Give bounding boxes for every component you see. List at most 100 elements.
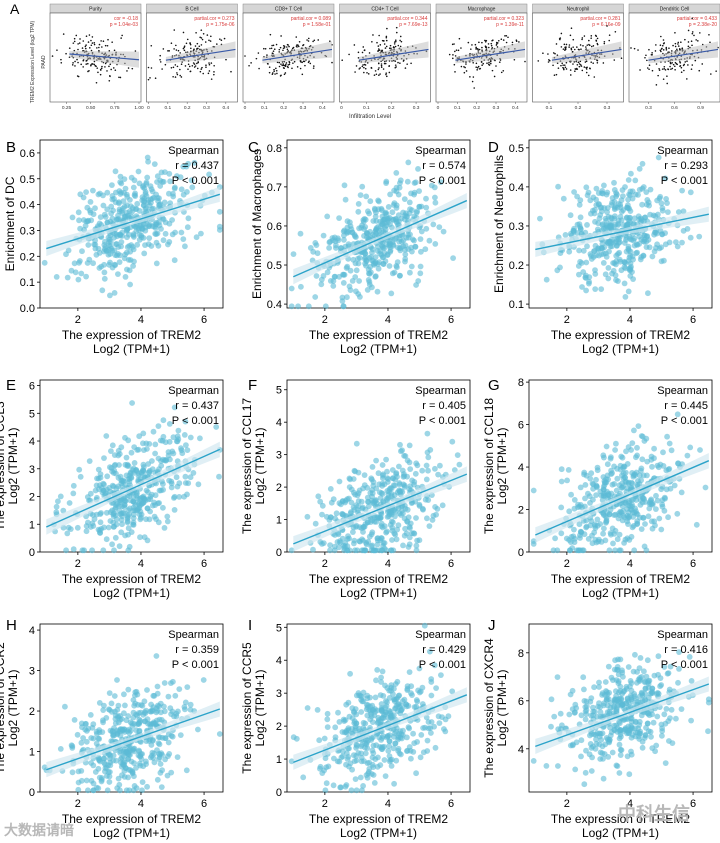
scatter-point [612, 213, 618, 220]
scatter-point [310, 546, 316, 553]
scatter-point [583, 184, 590, 191]
facet-point [295, 45, 298, 47]
scatter-point [407, 525, 413, 531]
scatter-point [332, 734, 339, 740]
regression-line [46, 193, 221, 250]
scatter-point [99, 729, 106, 735]
plot-frame [286, 623, 471, 793]
scatter-point [131, 460, 138, 466]
facet-point [580, 48, 582, 50]
scatter-point [155, 423, 162, 429]
xlabel-title: The expression of TREM2 [62, 812, 201, 826]
scatter-point [336, 215, 342, 222]
scatter-point [131, 177, 138, 184]
facet-point [374, 70, 377, 72]
facet-point [552, 52, 555, 54]
scatter-point [613, 487, 620, 494]
scatter-point [388, 756, 395, 763]
facet-point [577, 61, 580, 64]
scatter-point [71, 717, 78, 723]
scatter-point [141, 447, 147, 453]
facet-point [608, 39, 611, 42]
facet-point [592, 45, 595, 47]
scatter-point [600, 452, 607, 459]
facet-point [399, 35, 402, 38]
scatter-point [187, 474, 194, 481]
scatter-point [89, 724, 96, 731]
facet-point [102, 40, 105, 43]
scatter-point [641, 218, 647, 225]
facet-point [282, 67, 285, 69]
scatter-point [392, 482, 398, 489]
facet-point [448, 53, 451, 56]
scatter-point [316, 737, 323, 744]
scatter-point [119, 754, 125, 761]
facet-point [101, 46, 103, 48]
facet-point [313, 39, 316, 42]
facet-xtick-label: 0.3 [604, 105, 611, 111]
scatter-point [372, 213, 379, 220]
scatter-point [118, 477, 125, 484]
scatter-point [390, 216, 397, 223]
facet-point [170, 66, 173, 69]
scatter-point [161, 680, 168, 686]
scatter-point [379, 668, 386, 675]
stat-method: Spearman [657, 145, 708, 157]
ytick-label: 3 [276, 688, 282, 700]
scatter-point [144, 154, 151, 161]
stat-p: P < 0.001 [419, 175, 466, 187]
scatter-point [384, 479, 391, 485]
scatter-point [148, 243, 155, 249]
facet-point [667, 68, 669, 70]
facet-point [381, 39, 384, 42]
facet-point [394, 45, 397, 48]
facet-xtick-label: 0.9 [697, 105, 704, 111]
facet-point [329, 40, 331, 43]
scatter-point [146, 202, 153, 209]
scatter-point [400, 727, 406, 734]
facet-point [90, 39, 92, 42]
scatter-point [593, 483, 600, 490]
scatter-point [401, 196, 408, 203]
facet-point [268, 71, 271, 74]
facet-point [179, 74, 181, 77]
facet-point [691, 32, 694, 35]
scatter-point [617, 462, 624, 469]
facet-point [193, 63, 196, 65]
scatter-point [139, 751, 146, 757]
facet-point [108, 65, 110, 68]
scatter-point [626, 247, 632, 254]
scatter-point [143, 440, 150, 447]
facet-point [331, 61, 333, 64]
facet-point [172, 66, 175, 69]
facet-point [596, 37, 599, 40]
stat-r: r = 0.429 [422, 644, 466, 656]
scatter-point [584, 192, 591, 199]
scatter-point [350, 476, 357, 482]
xlabel-title: The expression of TREM2 [62, 572, 201, 586]
facet-fit-line [165, 48, 236, 61]
scatter-point [567, 212, 574, 219]
facet-point [687, 45, 690, 48]
facet-point [565, 43, 568, 46]
facet-point [278, 65, 281, 68]
scatter-point [369, 246, 376, 253]
scatter-point [125, 437, 132, 444]
facet-title: CD8+ T Cell [275, 7, 302, 13]
facet-point [650, 54, 653, 56]
ytick-label: 5 [276, 622, 282, 634]
scatter-point [327, 547, 333, 554]
stat-p: P < 0.001 [172, 415, 219, 427]
scatter-point [639, 160, 646, 167]
facet-point [482, 62, 485, 65]
facet-point [299, 60, 302, 62]
facet-point [383, 43, 386, 45]
scatter-point [108, 210, 114, 217]
scatter-point [680, 227, 687, 234]
scatter-point [164, 518, 171, 525]
scatter-point [156, 487, 163, 494]
scatter-point [138, 514, 144, 521]
